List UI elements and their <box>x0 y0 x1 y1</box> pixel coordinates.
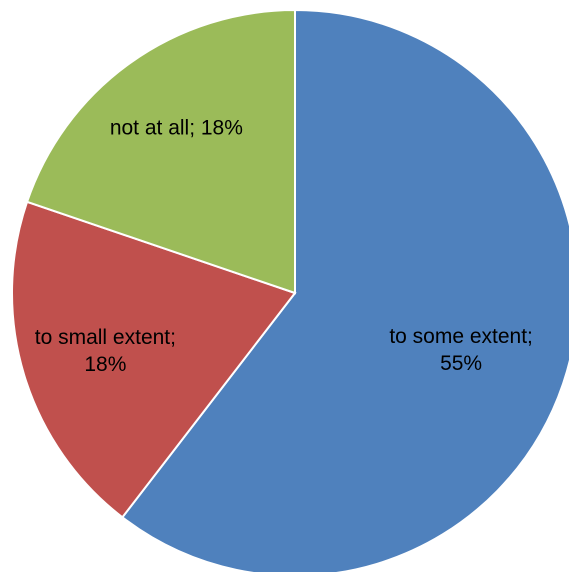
pie-slice-to-some-extent <box>120 8 569 572</box>
slice-label-not-at-all: not at all; 18% <box>110 116 243 139</box>
pie-slice-to-small-extent <box>11 200 297 519</box>
slice-labels: to some extent; 55% to small extent; 18% not… <box>35 116 533 375</box>
pie-slice-not-at-all <box>25 8 296 295</box>
slice-label-to-small-extent: to small extent; 18% <box>35 326 176 376</box>
slice-label-to-some-extent: to some extent; 55% <box>389 325 533 375</box>
pie-slices <box>11 8 569 572</box>
